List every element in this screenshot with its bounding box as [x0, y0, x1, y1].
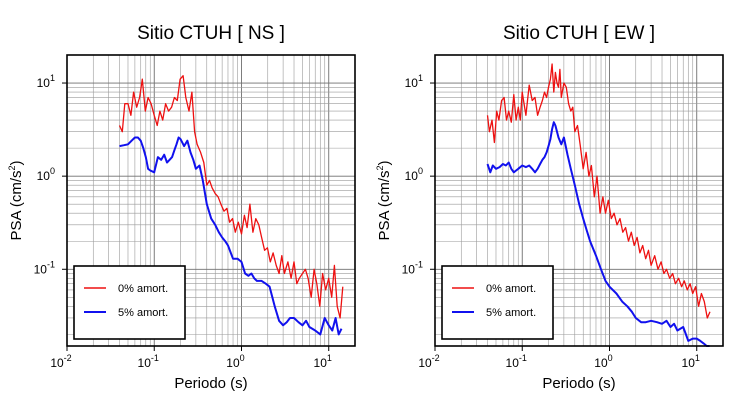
y-tick-label: 100 — [37, 166, 55, 183]
series-line-blue — [119, 136, 343, 336]
y-tick-labels: 10-1 100 101 — [34, 73, 55, 276]
legend-box — [441, 265, 554, 340]
y-tick-label: 10-1 — [34, 259, 55, 276]
x-tick-label: 100 — [226, 353, 244, 370]
y-axis-label: PSA (cm/s2) — [375, 160, 393, 240]
x-tick-label: 10-1 — [138, 353, 159, 370]
y-tick-labels: 10-1 100 101 — [402, 73, 423, 276]
y-tick-label: 10-1 — [402, 259, 423, 276]
legend-box — [73, 265, 186, 340]
y-tick-label: 100 — [405, 166, 423, 183]
x-tick-labels: 10-2 10-1 100 101 — [50, 353, 332, 370]
chart-title: Sitio CTUH [ EW ] — [503, 23, 655, 44]
legend-label: 5% amort. — [486, 307, 536, 319]
y-tick-label: 101 — [37, 73, 55, 90]
x-axis-label: Periodo (s) — [542, 375, 615, 392]
chart-title: Sitio CTUH [ NS ] — [137, 23, 285, 44]
x-tick-label: 10-2 — [418, 353, 439, 370]
chart-panel-1: 10-2 10-1 100 101 10-1 100 101 Sitio CTUH [ NS … — [7, 23, 356, 392]
plot-frame — [434, 54, 724, 347]
y-axis-label: PSA (cm/s2) — [7, 160, 25, 240]
legend-label: 0% amort. — [486, 283, 536, 295]
plot-frame — [66, 54, 356, 347]
x-axis-label: Periodo (s) — [174, 375, 247, 392]
x-tick-label: 10-2 — [50, 353, 71, 370]
series-line-blue — [486, 121, 710, 347]
x-tick-label: 101 — [682, 353, 700, 370]
series-line-red — [118, 75, 344, 319]
y-tick-label: 101 — [405, 73, 423, 90]
x-tick-label: 101 — [314, 353, 332, 370]
series-line-red — [486, 63, 711, 319]
x-tick-label: 100 — [594, 353, 612, 370]
legend: 0% amort. 5% amort. — [73, 265, 186, 340]
chart-panel-2: 10-2 10-1 100 101 10-1 100 101 Sitio CTUH [ EW … — [375, 23, 724, 392]
x-tick-labels: 10-2 10-1 100 101 — [418, 353, 700, 370]
legend: 0% amort. 5% amort. — [441, 265, 554, 340]
legend-label: 0% amort. — [118, 283, 168, 295]
legend-label: 5% amort. — [118, 307, 168, 319]
x-tick-label: 10-1 — [506, 353, 527, 370]
